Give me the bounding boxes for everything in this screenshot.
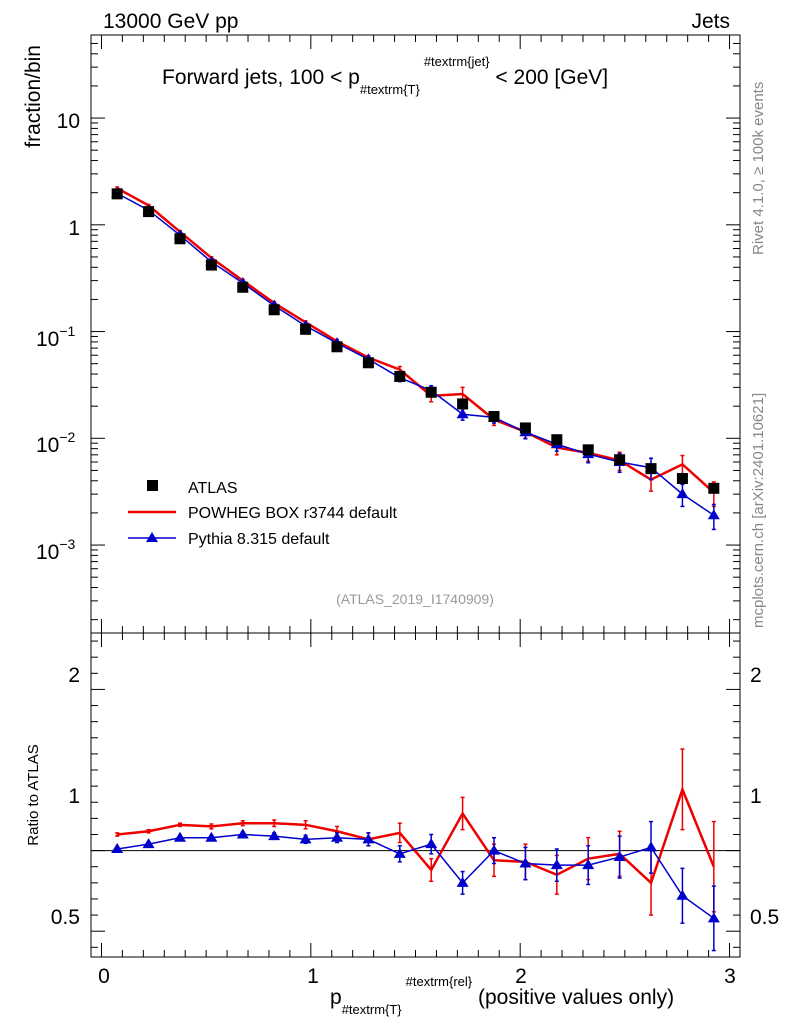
pythia-ratio-point: [393, 847, 406, 858]
ytick-label-1: 1: [68, 217, 80, 240]
main-title: Forward jets, 100 < p#textrm{T}#textrm{j…: [162, 54, 608, 97]
ytick-label-0.1: 10−1: [36, 323, 76, 351]
main-y-label: fraction/bin: [22, 45, 45, 148]
pythia-main-line: [116, 192, 715, 516]
ratio-ytick-label-1: 1: [68, 785, 80, 808]
x-axis-label: p#textrm{T}#textrm{rel} (positive values…: [330, 974, 674, 1017]
pythia-point: [456, 408, 469, 419]
pythia-ratio-point: [456, 876, 469, 887]
axis-ticks: [91, 34, 740, 957]
pythia-ratio-point: [582, 859, 595, 870]
atlas-point: [708, 482, 720, 494]
pythia-ratio-point: [268, 830, 281, 841]
pythia-ratio-point: [236, 828, 249, 839]
pythia-ratio-point: [142, 838, 155, 849]
ratio-ytick-label-0.5: 0.5: [51, 906, 80, 929]
rivet-version-label: Rivet 4.1.0, ≥ 100k events: [750, 82, 767, 255]
ratio-ytick-label-right-0.5: 0.5: [750, 906, 779, 929]
legend-powheg-label: POWHEG BOX r3744 default: [188, 505, 398, 522]
ratio-ytick-label-2: 2: [68, 664, 80, 687]
pythia-ratio-point: [330, 831, 343, 842]
pythia-ratio-point: [519, 857, 532, 868]
pythia-ratio-point: [645, 841, 658, 852]
atlas-point: [300, 323, 312, 335]
atlas-point: [143, 206, 155, 218]
main-series-layer: [111, 186, 720, 531]
legend-atlas-label: ATLAS: [188, 480, 238, 497]
pythia-point: [707, 509, 720, 520]
pythia-ratio-point: [488, 844, 501, 855]
pythia-ratio-point: [425, 838, 438, 849]
pythia-ratio-point: [550, 859, 563, 870]
ratio-ytick-label-right-1: 1: [750, 785, 762, 808]
xtick-label-0: 0: [98, 965, 110, 988]
ytick-label-0.01: 10−2: [36, 429, 76, 457]
atlas-point: [676, 473, 688, 485]
atlas-point: [582, 444, 594, 456]
atlas-point: [331, 341, 343, 353]
legend-atlas-marker: [147, 480, 158, 491]
pythia-ratio-point: [676, 889, 689, 900]
mcplots-label: mcplots.cern.ch [arXiv:2401.10621]: [750, 393, 767, 628]
atlas-point: [645, 463, 657, 475]
atlas-point: [551, 434, 563, 446]
atlas-point: [488, 411, 500, 423]
atlas-point: [425, 386, 437, 398]
xtick-label-3: 3: [724, 965, 736, 988]
atlas-point: [394, 370, 406, 382]
atlas-point: [268, 304, 280, 316]
atlas-point: [614, 454, 626, 466]
powheg-main-line: [116, 187, 715, 494]
pythia-ratio-point: [707, 912, 720, 923]
ytick-label-10: 10: [57, 110, 80, 133]
atlas-point: [237, 281, 249, 293]
ratio-series-layer: [111, 748, 720, 952]
pythia-ratio-point: [613, 851, 626, 862]
ratio-panel-frame: [90, 632, 741, 958]
powheg-ratio-line: [117, 785, 715, 886]
atlas-point: [519, 422, 531, 434]
header-right: Jets: [691, 10, 730, 33]
analysis-tag: (ATLAS_2019_I1740909): [336, 591, 494, 607]
pythia-ratio-point: [362, 833, 375, 844]
atlas-point: [111, 188, 123, 200]
pythia-ratio-point: [111, 843, 124, 853]
atlas-point: [205, 259, 217, 271]
legend-pythia-marker: [146, 532, 158, 542]
pythia-ratio-point: [205, 831, 218, 842]
atlas-point: [174, 233, 186, 245]
xtick-label-2: 2: [515, 965, 527, 988]
pythia-ratio-line: [117, 833, 715, 919]
ytick-label-0.001: 10−3: [36, 536, 76, 564]
header-left: 13000 GeV pp: [103, 10, 238, 33]
legend-pythia-label: Pythia 8.315 default: [188, 531, 330, 548]
pythia-ratio-point: [299, 833, 312, 844]
xtick-label-1: 1: [307, 965, 319, 988]
ratio-ytick-label-right-2: 2: [750, 664, 762, 687]
pythia-ratio-point: [173, 831, 186, 842]
atlas-point: [362, 357, 374, 369]
ratio-y-label: Ratio to ATLAS: [25, 744, 42, 845]
atlas-point: [457, 398, 469, 410]
pythia-point: [676, 488, 689, 499]
